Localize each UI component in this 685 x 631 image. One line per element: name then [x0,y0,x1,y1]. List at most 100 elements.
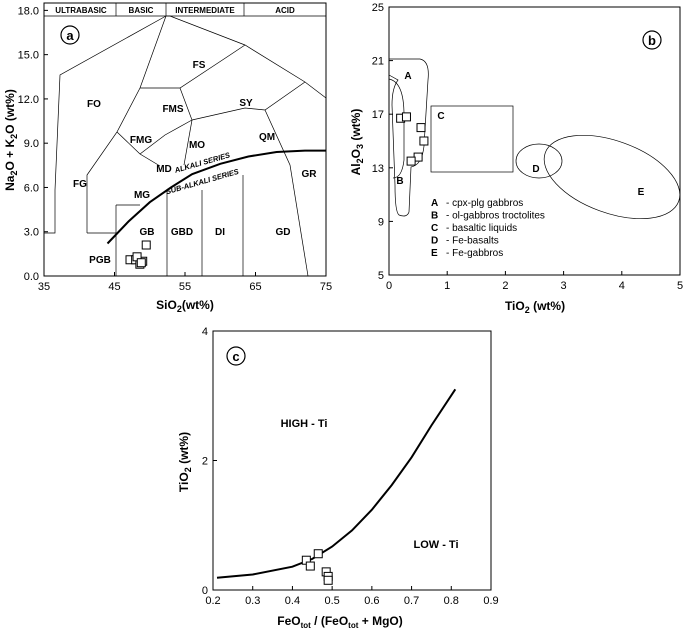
panel-b-letter: b [648,33,656,48]
header-acid: ACID [275,6,295,15]
region-low-ti: LOW - Ti [413,539,458,551]
data-point [419,136,429,146]
panel-a-tas-diagram: ULTRABASIC BASIC INTERMEDIATE ACID FO [3,2,332,314]
x-tick-label: 3 [561,280,567,292]
y-tick-label: 13 [372,163,384,175]
panel-a-header: ULTRABASIC BASIC INTERMEDIATE ACID [44,3,326,17]
panel-b-fields [388,58,681,219]
field-pgb: PGB [89,255,111,266]
x-tick-label: 2 [502,280,508,292]
panel-c-frame [212,330,492,591]
data-point [136,258,146,268]
panel-b-data-points [396,112,429,166]
panel-b-legend: A - cpx-plg gabbros B - ol-gabbros troctoli… [431,198,545,259]
field-mo: MO [189,140,205,151]
header-ultrabasic: ULTRABASIC [55,6,107,15]
y-tick-label: 2 [202,456,208,468]
field-sy: SY [239,98,253,109]
panel-c-x-label: FeOtot / (FeOtot + MgO) [277,614,402,630]
x-tick-label: 0.5 [324,595,339,607]
panel-b-x-ticks: 0 1 2 3 4 5 [386,271,683,292]
data-point [141,240,151,250]
field-gbd: GBD [171,227,193,238]
x-tick-label: 0.4 [285,595,300,607]
x-tick-label: 0.6 [364,595,379,607]
field-fs: FS [193,60,206,71]
panel-c-tio2-vs-fe-ratio: HIGH - Ti LOW - Ti 0.2 0.3 0.4 0.5 0.6 0.7 0.8… [177,326,499,630]
y-tick-label: 6.0 [24,182,39,194]
field-fo: FO [87,99,101,110]
panel-a-field-labels: FO FS FMS SY FMG MO QM FG MD MG GR GB GB… [73,60,317,266]
field-e-label: E [638,187,645,198]
panel-b-y-ticks: 5 9 13 17 21 25 [372,2,393,282]
y-tick-label: 21 [372,56,384,68]
y-tick-label: 25 [372,2,384,14]
x-tick-label: 5 [677,280,683,292]
field-gd: GD [276,227,291,238]
x-tick-label: 4 [619,280,625,292]
legend-text: - cpx-plg gabbros [446,198,523,209]
legend-key: A [431,198,438,209]
x-tick-label: 1 [444,280,450,292]
field-di: DI [215,227,225,238]
x-tick-label: 45 [108,281,120,293]
panel-c-badge [226,346,246,366]
field-gb: GB [140,227,155,238]
x-tick-label: 0.7 [404,595,419,607]
high-low-ti-boundary-curve [216,388,457,579]
panel-b-field-labels: A B C D E [396,71,644,198]
y-tick-label: 9 [378,216,384,228]
x-tick-label: 65 [249,281,261,293]
field-c-box [430,105,514,173]
legend-key: B [431,211,438,222]
data-point [305,561,315,571]
y-tick-label: 12.0 [18,94,39,106]
panel-a-data-points [125,240,151,269]
panel-c-data-points [301,549,333,585]
y-tick-label: 0 [202,585,208,597]
panel-b-al2o3-vs-tio2: A B C D E A - cpx-plg gabbros B - ol-gabbro… [349,2,683,315]
legend-text: - basaltic liquids [446,223,517,234]
panel-a-x-label: SiO2(wt%) [156,298,214,314]
panel-c-x-ticks: 0.2 0.3 0.4 0.5 0.6 0.7 0.8 0.9 [205,586,499,607]
x-tick-label: 75 [320,281,332,293]
legend-key: C [431,223,438,234]
x-tick-label: 0.8 [444,595,459,607]
field-gr: GR [302,169,318,180]
field-b-label: B [396,176,403,187]
field-d-label: D [532,164,539,175]
field-qm: QM [259,132,275,143]
field-e-ellipse [543,135,681,219]
data-point [416,123,426,133]
x-tick-label: 0 [386,280,392,292]
panel-b-x-label: TiO2 (wt%) [505,299,565,315]
panel-b-badge [642,30,662,50]
header-intermediate: INTERMEDIATE [175,6,235,15]
field-a-label: A [404,71,411,82]
x-tick-label: 55 [179,281,191,293]
field-fg: FG [73,179,87,190]
legend-key: D [431,236,438,247]
panel-a-x-ticks: 35 45 55 65 75 [38,272,332,293]
legend-key: E [431,248,438,259]
field-fmg: FMG [130,135,152,146]
data-point [313,549,323,559]
x-tick-label: 0.9 [483,595,498,607]
panel-a-y-label: Na2O + K2O (wt%) [3,89,19,191]
legend-text: - Fe-basalts [446,236,499,247]
panel-a-badge [60,25,80,45]
x-tick-label: 35 [38,281,50,293]
data-point [401,112,411,122]
panel-c-letter: c [232,349,239,364]
legend-text: - Fe-gabbros [446,248,503,259]
x-tick-label: 0.2 [205,595,220,607]
panel-a-letter: a [66,28,74,43]
region-high-ti: HIGH - Ti [281,418,328,430]
field-c-label: C [437,111,444,122]
data-point [406,156,416,166]
panel-c-y-label: TiO2 (wt%) [177,432,193,492]
y-tick-label: 5 [378,270,384,282]
y-tick-label: 4 [202,326,208,338]
panel-a-y-ticks: 0.0 3.0 6.0 9.0 12.0 15.0 18.0 [18,5,48,283]
